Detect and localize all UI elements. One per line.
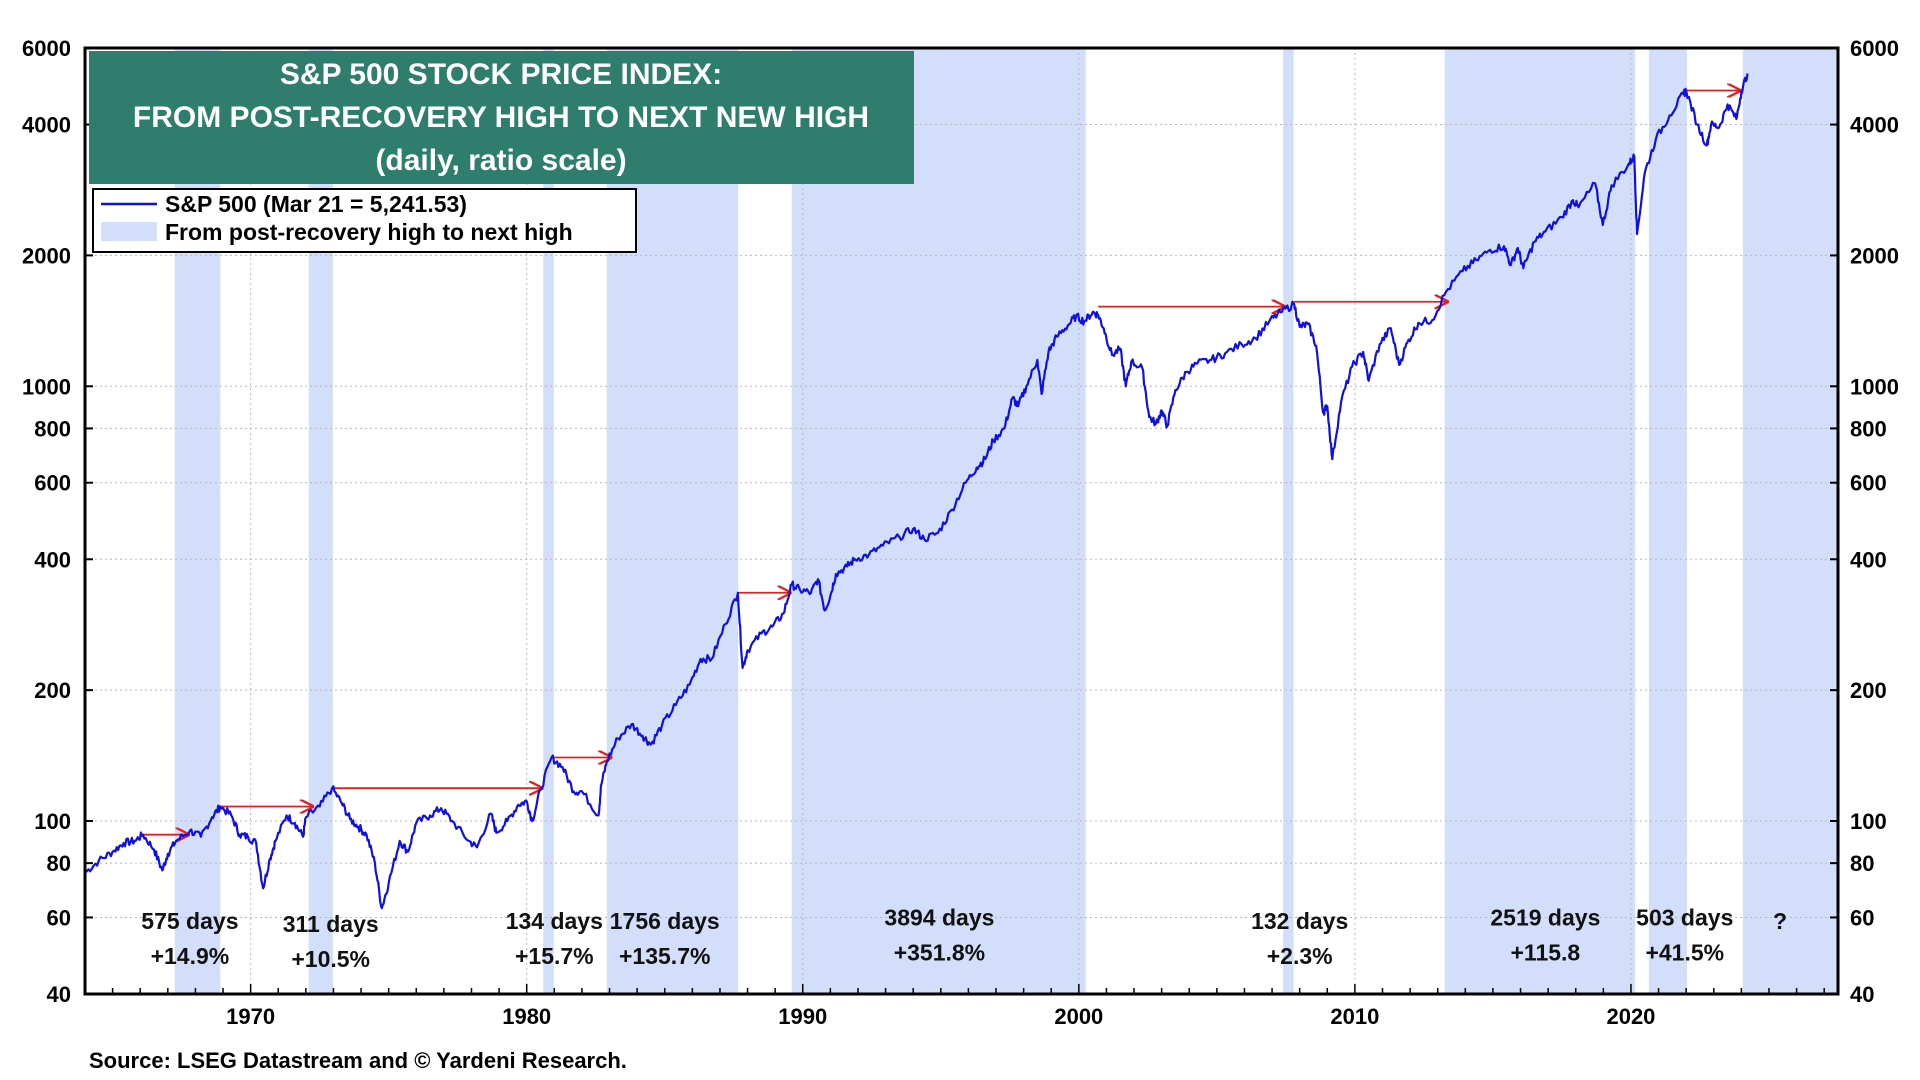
annotation-pct-8: +41.5% [1645, 939, 1724, 965]
y-axis-left: 40 60 80 100 200 400 600 800 1000 2000 4000 6000 [22, 36, 93, 1007]
legend-shade-label: From post-recovery high to next high [165, 219, 573, 245]
y-tick-label-right-200: 200 [1850, 678, 1887, 703]
annotation-days-3: 134 days [506, 908, 603, 934]
source-note: Source: LSEG Datastream and © Yardeni Re… [89, 1048, 627, 1073]
legend-shade-swatch [101, 222, 157, 241]
title-box: S&P 500 STOCK PRICE INDEX: FROM POST-REC… [89, 51, 914, 184]
y-tick-label-left-100: 100 [34, 809, 71, 834]
y-tick-label-right-2000: 2000 [1850, 243, 1899, 268]
annotation-pct-2: +10.5% [291, 946, 370, 972]
y-tick-label-left-60: 60 [47, 905, 71, 930]
title-background [89, 51, 914, 184]
annotation-days-5: 3894 days [884, 904, 994, 930]
shaded-period-6 [1283, 48, 1294, 994]
y-tick-label-left-80: 80 [47, 851, 71, 876]
x-axis: 1970 1980 1990 2000 2010 2020 [84, 984, 1825, 1029]
y-tick-label-left-40: 40 [47, 982, 71, 1007]
y-tick-label-right-80: 80 [1850, 851, 1874, 876]
plot-frame [83, 46, 1840, 996]
y-tick-label-right-6000: 6000 [1850, 36, 1899, 61]
x-tick-label-1990: 1990 [778, 1004, 827, 1029]
y-tick-label-left-4000: 4000 [22, 113, 71, 138]
y-tick-label-right-400: 400 [1850, 547, 1887, 572]
y-tick-label-right-60: 60 [1850, 905, 1874, 930]
title-line-1: S&P 500 STOCK PRICE INDEX: [280, 58, 722, 91]
annotation-days-7: 2519 days [1490, 904, 1600, 930]
series-line-s-p-500 [85, 73, 1749, 910]
annotation-days-1: 575 days [141, 908, 238, 934]
y-axis-right: 40 60 80 100 200 400 600 800 1000 2000 4000 6000 [1830, 36, 1899, 1007]
annotation-pct-1: +14.9% [151, 943, 230, 969]
y-tick-label-left-2000: 2000 [22, 243, 71, 268]
x-tick-label-2020: 2020 [1606, 1004, 1655, 1029]
title-line-2: FROM POST-RECOVERY HIGH TO NEXT NEW HIGH [133, 101, 869, 134]
x-tick-label-1980: 1980 [502, 1004, 551, 1029]
annotation-days-8: 503 days [1636, 904, 1733, 930]
legend: S&P 500 (Mar 21 = 5,241.53) From post-re… [92, 188, 637, 253]
y-tick-label-left-600: 600 [34, 471, 71, 496]
sp500-series [85, 73, 1749, 910]
shaded-period-8 [1648, 48, 1687, 994]
shaded-period-9 [1742, 48, 1838, 994]
x-tick-label-2010: 2010 [1330, 1004, 1379, 1029]
y-tick-label-left-800: 800 [34, 416, 71, 441]
annotation-pct-5: +351.8% [894, 939, 985, 965]
legend-series-label: S&P 500 (Mar 21 = 5,241.53) [165, 191, 467, 217]
y-tick-label-right-1000: 1000 [1850, 374, 1899, 399]
y-tick-label-right-800: 800 [1850, 416, 1887, 441]
y-tick-label-right-600: 600 [1850, 471, 1887, 496]
annotation-pct-7: +115.8 [1511, 939, 1581, 965]
shaded-period-3 [543, 48, 554, 994]
y-tick-label-right-100: 100 [1850, 809, 1887, 834]
title-line-3: (daily, ratio scale) [375, 144, 626, 177]
annotation-days-2: 311 days [283, 911, 379, 937]
y-tick-label-left-200: 200 [34, 678, 71, 703]
legend-box [92, 188, 637, 253]
annotation-days-4: 1756 days [610, 908, 720, 934]
annotation-pct-4: +135.7% [619, 943, 710, 969]
annotation-days-9: ? [1773, 908, 1787, 934]
y-tick-label-right-40: 40 [1850, 982, 1874, 1007]
y-tick-label-left-400: 400 [34, 547, 71, 572]
y-tick-label-left-1000: 1000 [22, 374, 71, 399]
shaded-period-7 [1444, 48, 1636, 994]
x-tick-label-2000: 2000 [1054, 1004, 1103, 1029]
annotation-days-6: 132 days [1251, 908, 1348, 934]
annotation-pct-6: +2.3% [1267, 943, 1333, 969]
shaded-period-5 [791, 48, 1086, 994]
annotations: 575 days +14.9% 311 days +10.5% 134 days +15.… [141, 904, 1787, 972]
y-tick-label-left-6000: 6000 [22, 36, 71, 61]
y-tick-label-right-4000: 4000 [1850, 113, 1899, 138]
x-tick-label-1970: 1970 [226, 1004, 275, 1029]
annotation-pct-3: +15.7% [515, 943, 594, 969]
